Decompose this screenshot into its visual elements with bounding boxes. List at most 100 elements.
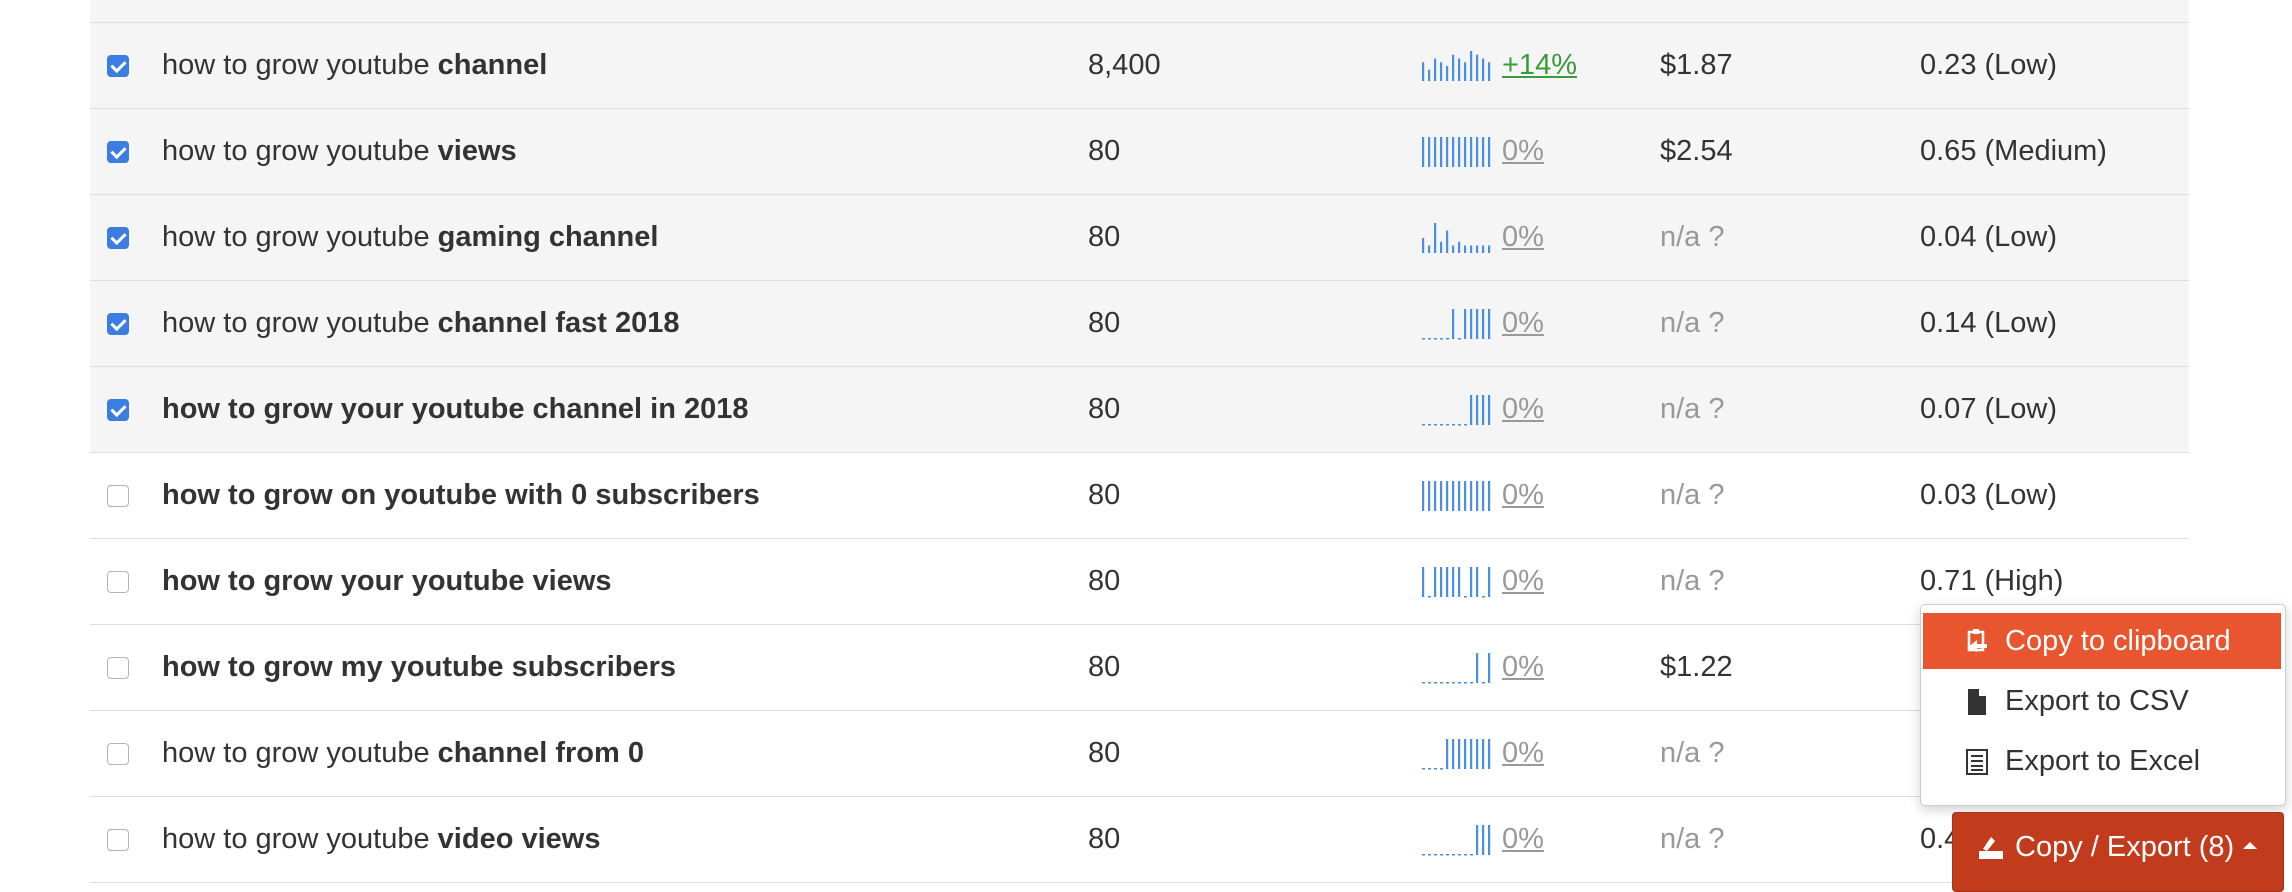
menu-item-label: Copy to clipboard xyxy=(2005,625,2231,657)
trend-baseline-mark xyxy=(1422,682,1425,684)
row-checkbox[interactable] xyxy=(107,141,129,163)
competition-value: 0.04 (Low) xyxy=(1920,221,2058,253)
trend-change-link[interactable]: 0% xyxy=(1502,135,1544,167)
trend-change-link[interactable]: 0% xyxy=(1502,651,1544,683)
trend-baseline-mark xyxy=(1428,596,1431,598)
trend-bar xyxy=(1434,137,1437,167)
copy-to-clipboard-item[interactable]: Copy to clipboard xyxy=(1923,613,2281,669)
export-icon xyxy=(1979,837,2003,859)
trend-change-link[interactable]: 0% xyxy=(1502,221,1544,253)
trend-sparkline xyxy=(1420,479,1494,513)
trend-baseline-mark xyxy=(1440,424,1443,426)
trend-bar xyxy=(1464,481,1467,511)
spreadsheet-icon xyxy=(1966,749,1988,775)
cpc-value: n/a ? xyxy=(1660,393,1725,425)
competition-value: 0.14 (Low) xyxy=(1920,307,2058,339)
row-checkbox[interactable] xyxy=(107,743,129,765)
trend-baseline-mark xyxy=(1452,682,1455,684)
table-row: how to grow youtube video views 80 0% n/a ?… xyxy=(90,797,2189,883)
table-body: how to grow youtube channel 8,400 +14% $1.8… xyxy=(90,23,2189,883)
trend-bar xyxy=(1476,309,1479,339)
trend-bar xyxy=(1446,567,1449,597)
trend-sparkline xyxy=(1420,737,1494,771)
trend-bar xyxy=(1488,309,1491,339)
search-volume: 80 xyxy=(1088,307,1121,339)
trend-bar xyxy=(1440,481,1443,511)
row-checkbox[interactable] xyxy=(107,485,129,507)
keyword-text: how to grow on youtube with 0 subscriber… xyxy=(162,453,760,538)
trend-bar xyxy=(1452,567,1455,597)
trend-bar xyxy=(1470,245,1473,253)
trend-baseline-mark xyxy=(1464,854,1467,856)
trend-change-link[interactable]: 0% xyxy=(1502,479,1544,511)
row-checkbox[interactable] xyxy=(107,55,129,77)
table-row: how to grow youtube channel from 0 80 0% n/… xyxy=(90,711,2189,797)
keyword-prefix: how to grow youtube xyxy=(162,49,438,81)
trend-bar xyxy=(1476,653,1479,683)
table-row: how to grow youtube views 80 0% $2.54 0.65 (… xyxy=(90,109,2189,195)
trend-baseline-mark xyxy=(1464,596,1467,598)
row-checkbox[interactable] xyxy=(107,399,129,421)
trend-bar xyxy=(1446,137,1449,167)
trend-change-link[interactable]: 0% xyxy=(1502,823,1544,855)
row-checkbox[interactable] xyxy=(107,571,129,593)
trend-bar xyxy=(1464,245,1467,253)
trend-change-link[interactable]: 0% xyxy=(1502,393,1544,425)
table-row: how to grow on youtube with 0 subscriber… xyxy=(90,453,2189,539)
export-to-excel-item[interactable]: Export to Excel xyxy=(1923,733,2281,789)
trend-change-link[interactable]: 0% xyxy=(1502,307,1544,339)
keyword-text: how to grow youtube gaming channel xyxy=(162,195,658,280)
row-checkbox[interactable] xyxy=(107,829,129,851)
keyword-text: how to grow youtube channel xyxy=(162,23,547,108)
trend-baseline-mark xyxy=(1428,338,1431,340)
trend-bar xyxy=(1434,567,1437,597)
trend-baseline-mark xyxy=(1446,854,1449,856)
keyword-prefix: how to grow youtube xyxy=(162,823,438,855)
trend-bar xyxy=(1458,481,1461,511)
cpc-value: n/a ? xyxy=(1660,479,1725,511)
keyword-highlight: channel fast 2018 xyxy=(437,307,680,339)
search-volume: 80 xyxy=(1088,565,1121,597)
cpc-value: n/a ? xyxy=(1660,823,1725,855)
keyword-prefix: how to grow youtube xyxy=(162,307,438,339)
trend-baseline-mark xyxy=(1434,682,1437,684)
trend-baseline-mark xyxy=(1470,854,1473,856)
copy-export-button[interactable]: Copy / Export (8) xyxy=(1952,812,2284,892)
cpc-value: n/a ? xyxy=(1660,221,1725,253)
trend-change-link[interactable]: +14% xyxy=(1502,49,1577,81)
trend-bar xyxy=(1446,66,1449,81)
trend-change-link[interactable]: 0% xyxy=(1502,565,1544,597)
trend-baseline-mark xyxy=(1422,854,1425,856)
trend-baseline-mark xyxy=(1464,424,1467,426)
trend-bar xyxy=(1452,245,1455,253)
trend-baseline-mark xyxy=(1428,854,1431,856)
trend-bar xyxy=(1452,309,1455,339)
search-volume: 80 xyxy=(1088,651,1121,683)
trend-bar xyxy=(1476,137,1479,167)
keyword-highlight: channel from 0 xyxy=(437,737,644,769)
trend-bar xyxy=(1446,481,1449,511)
export-to-csv-item[interactable]: Export to CSV xyxy=(1923,673,2281,729)
table-header-strip xyxy=(90,0,2189,23)
trend-bar xyxy=(1470,309,1473,339)
trend-bar xyxy=(1458,739,1461,769)
trend-bar xyxy=(1482,137,1485,167)
trend-bar xyxy=(1476,395,1479,425)
trend-bar xyxy=(1446,739,1449,769)
trend-bar xyxy=(1470,567,1473,597)
cpc-value: n/a ? xyxy=(1660,565,1725,597)
row-checkbox[interactable] xyxy=(107,313,129,335)
trend-bar xyxy=(1470,51,1473,81)
trend-bar xyxy=(1476,54,1479,81)
trend-sparkline xyxy=(1420,135,1494,169)
trend-bar xyxy=(1488,739,1491,769)
row-checkbox[interactable] xyxy=(107,657,129,679)
trend-sparkline xyxy=(1420,651,1494,685)
keyword-highlight: how to grow my youtube subscribers xyxy=(162,651,677,683)
row-checkbox[interactable] xyxy=(107,227,129,249)
trend-change-link[interactable]: 0% xyxy=(1502,737,1544,769)
table-row: how to grow your youtube views 80 0% n/a ? 0… xyxy=(90,539,2189,625)
trend-baseline-mark xyxy=(1422,424,1425,426)
table-row: how to grow youtube channel fast 2018 80 0… xyxy=(90,281,2189,367)
trend-bar xyxy=(1440,241,1443,253)
